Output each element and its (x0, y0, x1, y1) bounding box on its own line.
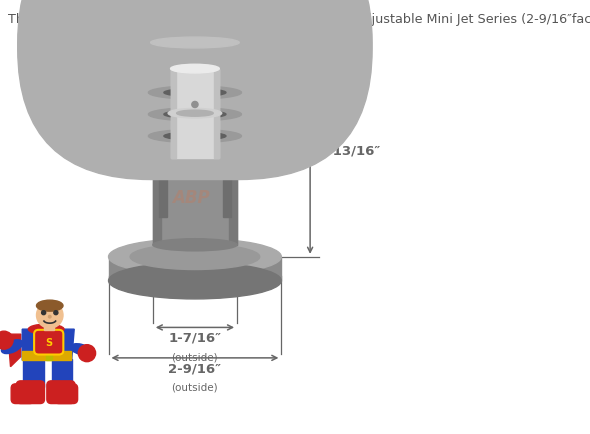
Ellipse shape (171, 65, 219, 74)
Polygon shape (22, 329, 74, 360)
FancyBboxPatch shape (23, 359, 44, 387)
FancyBboxPatch shape (47, 381, 75, 404)
FancyBboxPatch shape (17, 381, 44, 404)
FancyBboxPatch shape (109, 257, 281, 281)
Polygon shape (8, 334, 21, 367)
Circle shape (54, 311, 58, 315)
Ellipse shape (130, 244, 260, 270)
FancyBboxPatch shape (171, 69, 219, 158)
FancyBboxPatch shape (54, 384, 78, 404)
Circle shape (192, 102, 198, 108)
Ellipse shape (153, 158, 237, 172)
FancyBboxPatch shape (224, 43, 230, 165)
Ellipse shape (37, 300, 63, 312)
Circle shape (0, 332, 13, 349)
Ellipse shape (149, 130, 241, 143)
FancyBboxPatch shape (53, 359, 71, 387)
Ellipse shape (149, 108, 241, 122)
FancyBboxPatch shape (181, 43, 187, 165)
Ellipse shape (109, 263, 281, 299)
FancyBboxPatch shape (34, 330, 63, 355)
FancyBboxPatch shape (159, 165, 167, 217)
FancyBboxPatch shape (214, 69, 219, 158)
Text: This example jet shows dimensions for ALL Waterway Adjustable Mini Jet Series (2: This example jet shows dimensions for AL… (8, 13, 590, 26)
Text: S: S (45, 337, 53, 347)
FancyBboxPatch shape (171, 69, 176, 158)
Circle shape (48, 316, 51, 318)
Ellipse shape (168, 109, 222, 118)
FancyBboxPatch shape (229, 165, 237, 245)
FancyBboxPatch shape (153, 165, 161, 245)
FancyBboxPatch shape (153, 165, 237, 245)
Ellipse shape (150, 38, 239, 49)
Ellipse shape (70, 344, 90, 355)
Text: 1-7/16″: 1-7/16″ (168, 331, 221, 344)
Ellipse shape (164, 89, 226, 97)
FancyBboxPatch shape (11, 384, 34, 404)
Ellipse shape (109, 239, 281, 276)
Ellipse shape (176, 111, 213, 117)
Ellipse shape (164, 111, 226, 119)
Text: 2-9/16″: 2-9/16″ (168, 362, 221, 375)
FancyBboxPatch shape (44, 325, 54, 330)
FancyBboxPatch shape (45, 352, 52, 360)
FancyBboxPatch shape (18, 0, 372, 180)
Text: ABP: ABP (172, 188, 209, 207)
FancyBboxPatch shape (160, 43, 166, 165)
FancyBboxPatch shape (222, 165, 231, 217)
Text: (outside): (outside) (172, 382, 218, 392)
Ellipse shape (164, 133, 226, 141)
Ellipse shape (1, 340, 22, 354)
Text: 1-13/16″: 1-13/16″ (318, 144, 381, 157)
FancyBboxPatch shape (22, 352, 71, 360)
Text: (outside): (outside) (172, 352, 218, 362)
Ellipse shape (153, 239, 237, 251)
Circle shape (42, 311, 45, 315)
Ellipse shape (37, 302, 63, 329)
Circle shape (78, 345, 96, 362)
Ellipse shape (149, 87, 241, 100)
Ellipse shape (28, 325, 64, 334)
FancyBboxPatch shape (203, 43, 208, 165)
